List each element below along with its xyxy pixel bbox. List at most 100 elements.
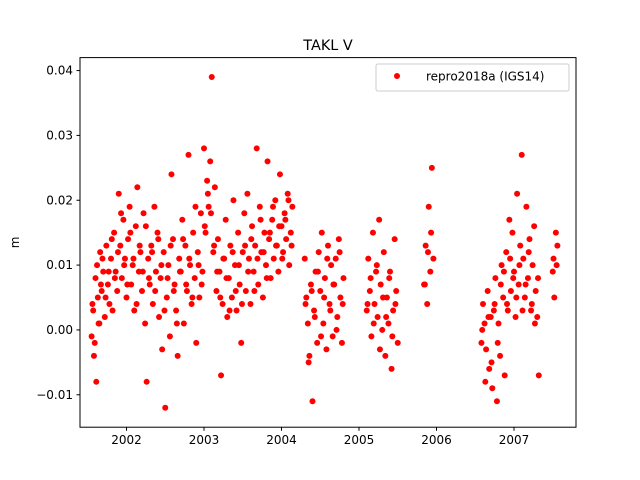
- data-point: [226, 307, 233, 314]
- data-point: [256, 203, 263, 210]
- data-point: [207, 158, 214, 165]
- data-point: [507, 288, 514, 295]
- data-point: [311, 307, 318, 314]
- data-point: [428, 229, 435, 236]
- data-point: [480, 301, 486, 307]
- data-point: [303, 294, 310, 301]
- data-point: [94, 294, 101, 301]
- data-point: [179, 216, 186, 223]
- data-point: [105, 268, 112, 275]
- data-point: [143, 378, 150, 385]
- data-point: [130, 255, 137, 262]
- data-point: [430, 255, 437, 262]
- data-point: [235, 262, 242, 269]
- data-point: [421, 281, 428, 288]
- data-point: [242, 242, 249, 249]
- data-point: [217, 294, 224, 301]
- data-point: [88, 333, 95, 340]
- data-point: [146, 281, 153, 288]
- data-point: [136, 242, 143, 249]
- data-point: [100, 268, 107, 275]
- data-point: [531, 320, 538, 327]
- data-point: [263, 262, 269, 269]
- data-point: [272, 197, 279, 204]
- data-point: [314, 268, 321, 275]
- data-point: [142, 320, 149, 327]
- data-point: [214, 268, 221, 275]
- data-point: [371, 301, 378, 307]
- data-point: [156, 313, 163, 320]
- data-point: [214, 236, 221, 243]
- data-point: [121, 255, 128, 262]
- data-point: [183, 281, 190, 288]
- data-point: [235, 229, 242, 236]
- data-point: [155, 236, 162, 243]
- data-point: [108, 255, 114, 262]
- data-point: [152, 268, 159, 275]
- data-point: [123, 294, 130, 301]
- data-point: [189, 294, 196, 301]
- data-point: [550, 255, 557, 262]
- data-point: [101, 313, 108, 320]
- data-point: [373, 262, 380, 269]
- data-point: [307, 281, 314, 288]
- data-point: [211, 184, 218, 191]
- data-point: [270, 255, 277, 262]
- data-point: [232, 288, 239, 295]
- data-point: [165, 262, 172, 269]
- data-point: [99, 255, 106, 262]
- data-points: [88, 74, 561, 411]
- data-point: [162, 404, 169, 411]
- data-point: [133, 301, 140, 307]
- data-point: [365, 255, 372, 262]
- y-tick-label: 0.00: [46, 323, 73, 337]
- data-point: [180, 320, 187, 327]
- data-point: [188, 301, 195, 307]
- data-point: [526, 236, 533, 243]
- x-tick-label: 2002: [111, 433, 142, 447]
- data-point: [510, 275, 517, 282]
- data-point: [114, 288, 121, 295]
- data-point: [549, 268, 556, 275]
- data-point: [168, 171, 175, 178]
- data-point: [500, 268, 507, 275]
- data-point: [325, 242, 331, 249]
- data-point: [227, 242, 234, 249]
- data-point: [504, 307, 511, 314]
- plot-frame: [79, 57, 577, 428]
- data-point: [374, 313, 381, 320]
- data-point: [132, 223, 139, 230]
- data-point: [513, 294, 520, 301]
- data-point: [490, 307, 497, 314]
- y-tick-label: 0.01: [46, 258, 73, 272]
- data-point: [106, 301, 113, 307]
- data-point: [145, 255, 152, 262]
- data-point: [198, 281, 205, 288]
- data-point: [308, 288, 315, 295]
- data-point: [264, 158, 271, 165]
- data-point: [484, 288, 491, 295]
- data-point: [201, 223, 208, 230]
- data-point: [104, 281, 111, 288]
- data-point: [170, 288, 177, 295]
- legend: repro2018a (IGS14): [375, 63, 570, 92]
- data-point: [497, 352, 504, 359]
- data-point: [428, 164, 435, 171]
- legend-label: repro2018a (IGS14): [426, 70, 544, 84]
- data-point: [90, 352, 97, 359]
- data-point: [242, 288, 249, 295]
- data-point: [534, 313, 541, 320]
- data-point: [159, 346, 166, 353]
- data-point: [329, 333, 336, 340]
- data-point: [249, 223, 256, 230]
- data-point: [213, 288, 220, 295]
- data-point: [486, 365, 493, 372]
- data-point: [137, 249, 144, 256]
- data-point: [151, 203, 158, 210]
- data-point: [366, 288, 373, 295]
- data-point: [251, 288, 258, 295]
- data-point: [388, 365, 395, 372]
- data-point: [275, 268, 282, 275]
- data-point: [108, 236, 115, 243]
- data-point: [261, 229, 268, 236]
